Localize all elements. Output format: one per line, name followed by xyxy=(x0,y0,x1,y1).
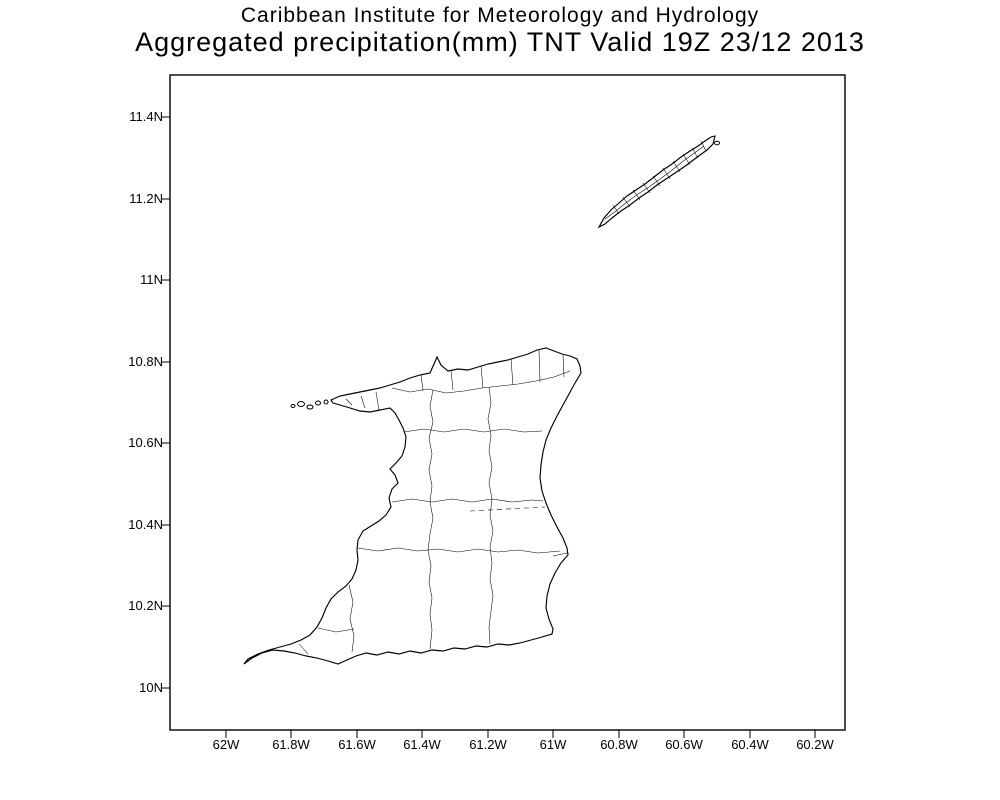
lon-tick-label: 61.8W xyxy=(272,737,310,752)
lon-tick-label: 61.2W xyxy=(469,737,507,752)
lat-tick-label: 10.8N xyxy=(128,354,163,369)
lat-tick-label: 11N xyxy=(140,272,163,287)
lon-tick-label: 60.6W xyxy=(665,737,703,752)
trinidad-admin-boundaries xyxy=(298,349,571,655)
lon-tick-label: 60.8W xyxy=(600,737,638,752)
trinidad-island xyxy=(243,347,582,665)
lon-tick-label: 61.6W xyxy=(338,737,376,752)
islet xyxy=(315,400,321,406)
figure-title-institution: Caribbean Institute for Meteorology and … xyxy=(240,4,760,27)
tobago-island xyxy=(597,135,720,229)
trinidad-coastline xyxy=(243,347,582,665)
lat-tick-label: 11.4N xyxy=(129,109,163,124)
lat-tick-label: 11.2N xyxy=(129,191,163,206)
lon-tick-label: 60.2W xyxy=(796,737,834,752)
lat-tick-label: 10N xyxy=(139,680,163,695)
lat-tick-label: 10.6N xyxy=(128,435,163,450)
lat-tick-label: 10.2N xyxy=(128,598,163,613)
lon-tick-label: 61W xyxy=(539,737,567,752)
islet xyxy=(290,404,296,408)
islet xyxy=(297,401,305,407)
lon-tick-label: 62W xyxy=(212,737,240,752)
lon-tick-label: 60.4W xyxy=(731,737,769,752)
little-tobago-islet xyxy=(714,140,720,146)
axis-tick-marks xyxy=(162,116,816,738)
islet xyxy=(323,399,329,405)
islet xyxy=(306,404,314,410)
figure-title-product: Aggregated precipitation(mm) TNT Valid 1… xyxy=(135,27,865,57)
tobago-admin-boundaries xyxy=(604,140,707,220)
lon-tick-marks xyxy=(225,730,816,738)
plot-border xyxy=(169,74,846,731)
trinidad-dashed-boundary xyxy=(469,506,546,512)
bocas-islets xyxy=(290,399,329,410)
lat-tick-label: 10.4N xyxy=(128,517,163,532)
lat-tick-marks xyxy=(162,116,170,689)
lon-tick-label: 61.4W xyxy=(403,737,441,752)
